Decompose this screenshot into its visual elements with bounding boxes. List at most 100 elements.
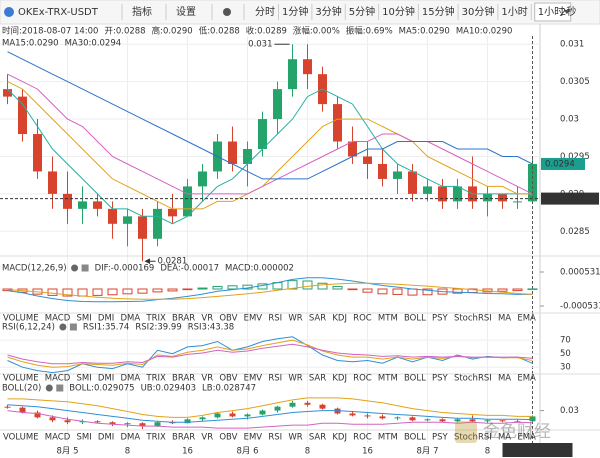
panel-close[interactable] (69, 323, 77, 331)
refresh-rate[interactable]: 2秒 (560, 5, 576, 18)
indicator-tab[interactable]: VOLUME (3, 314, 39, 324)
indicator-tab[interactable]: MA (498, 433, 511, 443)
indicator-tab[interactable]: TRIX (145, 374, 166, 384)
indicator-tab[interactable]: MACD (45, 314, 71, 324)
indicator-tab[interactable]: SMI (76, 374, 91, 384)
indicator-tab[interactable]: PSY (432, 433, 449, 443)
indicator-tab[interactable]: TRIX (145, 314, 166, 324)
indicator-tab[interactable]: VR (201, 314, 213, 324)
interval-button[interactable]: 3分钟 (315, 5, 341, 18)
interval-button[interactable]: 15分钟 (422, 5, 455, 18)
indicator-tab[interactable]: WR (288, 433, 302, 443)
panel-settings[interactable] (59, 323, 67, 331)
macd-bar (107, 288, 118, 296)
indicator-tab[interactable]: BRAR (172, 433, 195, 443)
indicator-tab[interactable]: DMA (121, 374, 141, 384)
indicator-tab[interactable]: MACD (45, 374, 71, 384)
indicator-tab[interactable]: PSY (432, 374, 449, 384)
theme-button[interactable] (223, 8, 231, 16)
settings-button[interactable]: 设置 (176, 6, 196, 18)
indicator-tab[interactable]: StochRSI (454, 433, 492, 443)
interval-button[interactable]: 1小时 (501, 6, 527, 18)
panel-close[interactable] (56, 384, 64, 392)
indicator-tab[interactable]: ROC (353, 314, 372, 324)
x-tick-label: 16 (182, 447, 193, 457)
indicator-tab[interactable]: OBV (219, 433, 237, 443)
indicator-tab[interactable]: OBV (219, 314, 237, 324)
indicator-tab[interactable]: WR (288, 314, 302, 324)
indicator-tab[interactable]: KDJ (332, 374, 347, 384)
indicator-tab[interactable]: BOLL (404, 314, 426, 324)
indicator-tab[interactable]: DMI (98, 374, 114, 384)
indicator-tab[interactable]: WR (288, 374, 302, 384)
candle-body (169, 422, 176, 424)
indicator-tab[interactable]: BRAR (172, 314, 195, 324)
indicator-tab[interactable]: EMA (517, 314, 536, 324)
indicator-tab[interactable]: MTM (378, 374, 398, 384)
macd-bar (62, 288, 73, 297)
interval-button[interactable]: 分时 (255, 6, 275, 18)
candle-body (499, 420, 506, 422)
candle-body (438, 186, 447, 202)
indicator-tab[interactable]: EMV (244, 433, 263, 443)
indicator-tab[interactable]: BOLL (404, 433, 426, 443)
indicator-tab[interactable]: VOLUME (3, 433, 39, 443)
candle-body (48, 171, 57, 194)
indicator-tab[interactable]: BOLL (404, 374, 426, 384)
panel-title: MACD(12,26,9) (2, 264, 67, 274)
candle-body (363, 156, 372, 164)
indicator-tab[interactable]: EMA (517, 374, 536, 384)
indicator-tab[interactable]: MA (498, 314, 511, 324)
indicator-tab[interactable]: VR (201, 374, 213, 384)
indicator-tab[interactable]: SAR (309, 433, 326, 443)
indicator-tab[interactable]: MACD (45, 433, 71, 443)
interval-button[interactable]: 5分钟 (349, 5, 375, 18)
symbol[interactable]: OKEx-TRX-USDT (18, 7, 99, 18)
indicator-tab[interactable]: EMV (244, 314, 263, 324)
indicator-tab[interactable]: OBV (219, 374, 237, 384)
indicator-tab[interactable]: DMA (121, 433, 141, 443)
candle-body (529, 416, 536, 422)
indicator-tab[interactable]: DMA (121, 314, 141, 324)
indicator-tab[interactable]: SMI (76, 314, 91, 324)
indicator-tab[interactable]: MTM (378, 433, 398, 443)
legend-entry: LB:0.028747 (202, 384, 256, 394)
indicator-tab[interactable]: VR (201, 433, 213, 443)
indicator-tab[interactable]: MA (498, 374, 511, 384)
indicator-tab[interactable]: MTM (378, 314, 398, 324)
indicator-tab[interactable]: DMI (98, 314, 114, 324)
panel-settings[interactable] (71, 264, 79, 272)
indicators-button[interactable]: 指标 (132, 5, 152, 18)
indicator-tab[interactable]: DMI (98, 433, 114, 443)
interval-button[interactable]: 1分钟 (282, 5, 308, 18)
panel-close[interactable] (81, 264, 89, 272)
indicator-tab[interactable]: PSY (432, 314, 449, 324)
min-label: 0.0281 (158, 257, 188, 267)
indicator-tab[interactable]: KDJ (332, 433, 347, 443)
indicator-tab[interactable]: StochRSI (454, 314, 492, 324)
candle-body (469, 419, 476, 422)
panel-settings[interactable] (45, 384, 53, 392)
indicator-tab[interactable]: ROC (353, 374, 372, 384)
indicator-tab[interactable]: RSI (268, 374, 282, 384)
indicator-tab[interactable]: KDJ (332, 314, 347, 324)
indicator-tab[interactable]: SAR (309, 314, 326, 324)
indicator-tab[interactable]: RSI (268, 314, 282, 324)
indicator-tab[interactable]: StochRSI (454, 374, 492, 384)
indicator-tab[interactable]: BRAR (172, 374, 195, 384)
legend-entry: RSI3:43.38 (188, 323, 234, 333)
indicator-tab[interactable]: EMV (244, 374, 263, 384)
interval-button[interactable]: 10分钟 (382, 5, 415, 18)
indicator-tab[interactable]: SAR (309, 374, 326, 384)
indicator-tab[interactable]: RSI (268, 433, 282, 443)
indicator-tab[interactable]: VOLUME (3, 374, 39, 384)
interval-dropdown[interactable] (534, 2, 572, 22)
candle-body (64, 420, 71, 423)
indicator-tab[interactable]: EMA (517, 433, 536, 443)
macd-bar (182, 288, 193, 291)
indicator-tab[interactable]: TRIX (145, 433, 166, 443)
interval-button[interactable]: 30分钟 (462, 5, 495, 18)
indicator-tab[interactable]: SMI (76, 433, 91, 443)
indicator-tab[interactable]: ROC (353, 433, 372, 443)
